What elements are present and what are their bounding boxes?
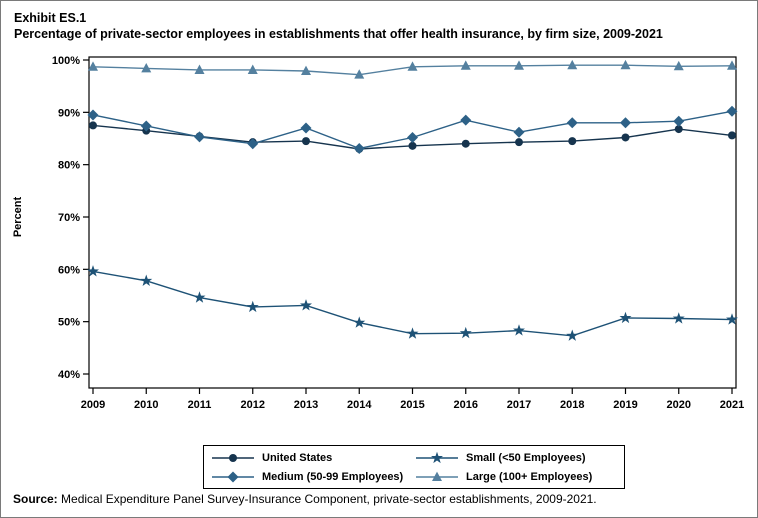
data-point-diamond [407,131,418,143]
data-point-diamond [353,142,365,154]
data-point-star [246,300,259,313]
data-point-triangle [567,59,578,70]
data-point-diamond [227,471,239,482]
chart-title: Percentage of private-sector employees i… [14,27,663,41]
exhibit-label: Exhibit ES.1 [14,11,87,25]
x-tick-label: 2013 [294,399,318,411]
legend-swatch-united-states [212,453,254,462]
y-tick-label: 70% [58,212,80,224]
legend-label-small: Small (<50 Employees) [466,451,586,464]
data-point-star [513,324,525,336]
data-point-diamond [460,114,472,126]
y-axis-title: Percent [12,196,24,237]
data-point-triangle [141,62,152,73]
data-point-circle [229,453,237,462]
y-tick-label: 60% [58,264,80,276]
x-tick-label: 2017 [507,399,531,411]
data-point-triangle [407,61,418,71]
data-point-triangle [620,59,631,70]
data-point-circle [408,141,417,150]
data-point-triangle [673,60,684,71]
legend-item-large: Large (100+ Employees) [414,468,618,485]
source-note: Source: Medical Expenditure Panel Survey… [13,492,597,506]
data-point-triangle [354,69,365,79]
x-tick-label: 2019 [613,399,637,411]
source-label: Source: [13,492,58,506]
data-point-diamond [247,138,259,150]
data-point-star [300,299,312,311]
legend-item-united-states: United States [210,449,414,466]
data-point-star [619,311,632,324]
legend-label-united-states: United States [262,451,333,464]
y-tick-label: 40% [58,369,80,381]
data-point-circle [461,139,470,148]
data-point-triangle [432,471,442,481]
data-point-triangle [460,60,471,70]
data-point-diamond [300,122,312,134]
x-tick-label: 2018 [560,399,584,411]
data-point-triangle [514,60,524,70]
plot-border [88,56,737,389]
data-point-triangle [247,64,258,74]
data-point-diamond [194,131,205,143]
y-tick-label: 90% [58,107,80,119]
y-tick-label: 100% [52,55,80,67]
x-tick-label: 2020 [667,399,691,411]
data-point-circle [674,125,683,134]
legend-label-large: Large (100+ Employees) [466,470,593,483]
data-point-diamond [620,117,631,129]
data-point-diamond [566,117,578,129]
legend-swatch-small [416,451,458,463]
legend-item-medium: Medium (50-99 Employees) [210,468,414,485]
data-point-triangle [194,64,205,74]
data-point-star [726,313,738,325]
title-block: Exhibit ES.1 Percentage of private-secto… [14,10,744,42]
data-point-circle [515,138,523,147]
data-point-star [431,451,443,463]
data-point-star [353,316,366,328]
data-point-triangle [727,60,737,70]
y-tick-label: 50% [58,317,80,329]
x-tick-label: 2012 [241,399,265,411]
x-tick-label: 2016 [454,399,478,411]
x-tick-label: 2009 [81,399,105,411]
data-point-triangle [88,61,98,71]
data-point-star [87,265,99,277]
x-tick-label: 2011 [188,399,212,411]
data-point-circle [568,137,577,146]
legend-swatch-medium [212,471,254,482]
data-point-circle [728,131,736,140]
x-tick-label: 2010 [134,399,158,411]
data-point-circle [89,121,97,130]
legend-swatch-large [416,471,458,481]
legend: United States Small (<50 Employees) Medi… [203,445,625,489]
series-line [92,270,733,337]
x-tick-label: 2021 [720,399,744,411]
data-point-star [459,326,472,339]
data-point-diamond [87,109,99,121]
line-chart: 40% 50% 60% 70% 80% 90% 100% 2009 2010 2011 2012 20… [12,55,744,411]
data-point-star [140,274,153,286]
legend-label-medium: Medium (50-99 Employees) [262,470,404,483]
data-point-star [406,327,419,339]
data-point-star [672,312,685,324]
data-point-diamond [513,126,525,138]
x-tick-label: 2015 [400,399,424,411]
data-point-circle [621,133,630,142]
data-point-circle [302,137,310,146]
data-point-diamond [673,115,685,127]
data-point-triangle [301,65,311,75]
data-point-diamond [140,120,152,132]
data-point-star [566,329,579,341]
y-tick-label: 80% [58,160,80,172]
x-tick-label: 2014 [347,399,372,411]
data-point-diamond [726,105,738,117]
data-point-star [193,291,206,303]
legend-item-small: Small (<50 Employees) [414,449,618,466]
source-text: Medical Expenditure Panel Survey-Insuran… [57,492,597,506]
